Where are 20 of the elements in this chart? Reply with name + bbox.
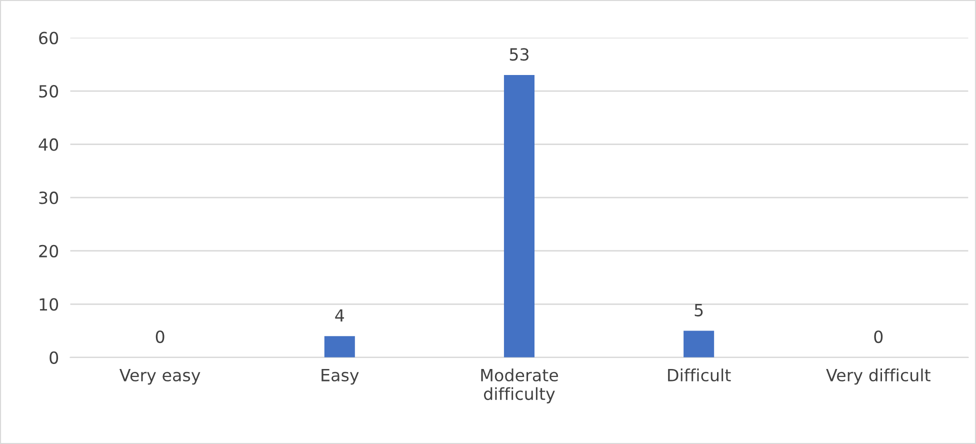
data-label: 4 xyxy=(335,309,344,322)
data-label: 53 xyxy=(510,48,528,61)
y-tick-label: 60 xyxy=(39,32,58,44)
bar xyxy=(324,336,355,358)
x-tick-label: Very difficult xyxy=(826,368,930,385)
y-tick-label: 30 xyxy=(39,192,58,204)
x-tick-label: Easy xyxy=(322,369,359,385)
y-tick-label: 20 xyxy=(39,244,58,258)
x-tick-label: Moderate difficulty xyxy=(481,368,558,404)
y-tick-label: 0 xyxy=(50,351,58,364)
data-label: 0 xyxy=(156,330,164,344)
bar xyxy=(504,75,534,358)
y-tick-label: 50 xyxy=(39,84,58,98)
data-label: 5 xyxy=(694,304,703,316)
data-label: 0 xyxy=(874,330,883,344)
bar xyxy=(684,330,714,358)
y-tick-label: 10 xyxy=(40,298,58,311)
x-tick-label: Very easy xyxy=(120,369,200,385)
x-tick-label: Difficult xyxy=(668,368,731,382)
y-tick-label: 40 xyxy=(38,138,58,151)
